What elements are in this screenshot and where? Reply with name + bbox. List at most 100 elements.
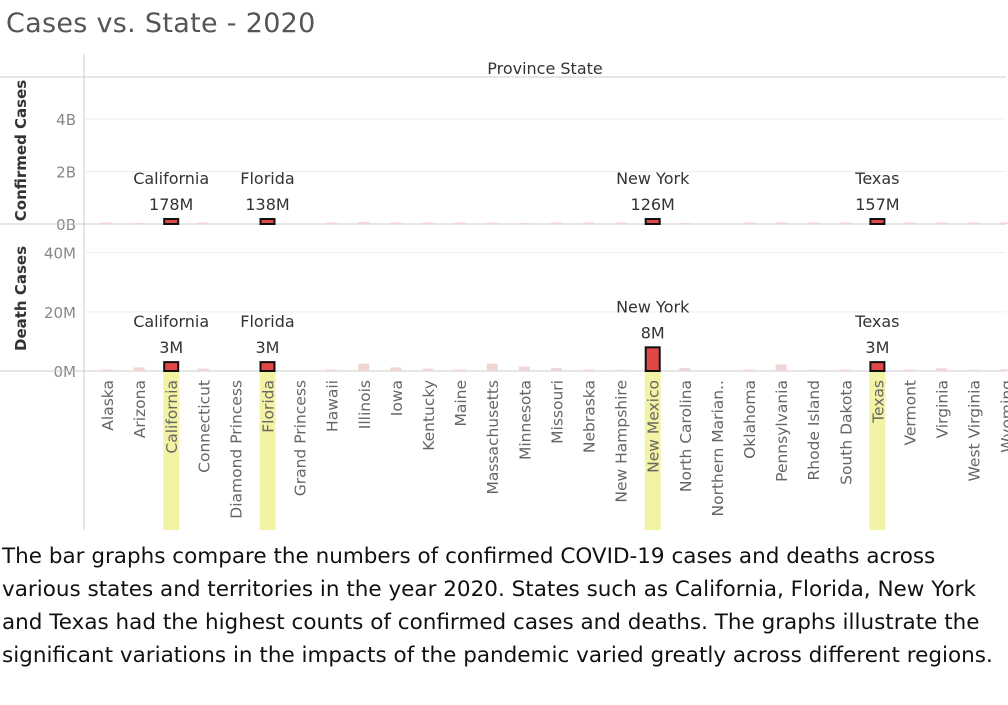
bar-texas xyxy=(869,361,886,372)
bar-maine xyxy=(454,222,466,224)
bar-rhode-island xyxy=(807,222,819,224)
y-tick-label: 0M xyxy=(54,363,77,381)
bar-connecticut xyxy=(197,222,209,224)
y-tick-label: 40M xyxy=(44,245,76,263)
chart-caption: The bar graphs compare the numbers of co… xyxy=(2,544,993,668)
bar-hawaii xyxy=(326,369,338,371)
bar-north-carolina xyxy=(679,222,691,224)
data-label-value: 138M xyxy=(245,195,289,214)
bar-california xyxy=(163,218,180,225)
data-label-name: New York xyxy=(616,169,690,188)
y-axis-title: Confirmed Cases xyxy=(12,80,30,222)
x-tick-label: Hawaii xyxy=(324,380,342,432)
bar-vermont xyxy=(904,369,915,371)
highlight-band xyxy=(259,370,276,530)
x-tick-label: Arizona xyxy=(131,380,149,438)
x-tick-label: Virginia xyxy=(934,380,952,438)
bar-new-hampshire xyxy=(615,222,627,224)
x-tick-label: Illinois xyxy=(356,380,374,429)
bar-arizona xyxy=(133,222,145,224)
bar-south-dakota xyxy=(839,369,851,371)
bar-vermont xyxy=(904,222,915,224)
x-tick-label: North Carolina xyxy=(677,380,695,492)
x-tick-label: Oklahoma xyxy=(741,380,759,459)
bar-oklahoma xyxy=(743,369,755,371)
x-tick-label: Missouri xyxy=(548,380,566,444)
x-tick-label: Florida xyxy=(260,380,278,433)
bar-alaska xyxy=(101,369,113,371)
bar-alaska xyxy=(101,222,113,224)
highlight-band xyxy=(163,370,180,530)
x-tick-label: Maine xyxy=(452,380,470,427)
y-tick-label: 4B xyxy=(56,111,76,129)
y-tick-label: 20M xyxy=(44,304,76,322)
bar-texas xyxy=(869,218,886,225)
bar-oklahoma xyxy=(743,222,755,224)
bar-florida xyxy=(259,218,276,225)
bar-maine xyxy=(454,369,466,371)
data-label-name: Florida xyxy=(240,169,294,188)
x-tick-label: Wyoming xyxy=(998,380,1008,453)
data-label-name: Texas xyxy=(854,169,899,188)
data-label-value: 3M xyxy=(256,338,280,357)
bar-iowa xyxy=(390,222,402,224)
y-tick-label: 2B xyxy=(56,164,76,182)
x-tick-label: Alaska xyxy=(99,380,117,431)
bar-missouri xyxy=(550,368,562,371)
bar-new-hampshire xyxy=(615,369,627,371)
bar-connecticut xyxy=(197,368,209,371)
x-tick-label: Minnesota xyxy=(516,380,534,460)
data-label-value: 8M xyxy=(641,323,665,342)
bar-nebraska xyxy=(583,369,594,371)
bar-iowa xyxy=(390,367,402,371)
bar-new-mexico xyxy=(644,218,661,225)
bar-virginia xyxy=(936,368,948,371)
bar-florida xyxy=(259,361,276,372)
data-label-value: 3M xyxy=(865,338,889,357)
data-label-name: Florida xyxy=(240,312,294,331)
y-axis-title: Death Cases xyxy=(12,246,30,351)
data-label-value: 3M xyxy=(159,338,183,357)
x-tick-label: Diamond Princess xyxy=(227,380,245,519)
bar-kentucky xyxy=(422,368,434,371)
data-label-value: 178M xyxy=(149,195,193,214)
chart-area: Province State 0B 2B 4B Confirmed Cases Calif… xyxy=(0,54,1008,530)
x-tick-label: Kentucky xyxy=(420,380,438,451)
bar-illinois xyxy=(358,363,370,371)
bar-hawaii xyxy=(326,222,338,224)
x-tick-label: Pennsylvania xyxy=(773,380,791,482)
bar-minnesota xyxy=(518,222,530,224)
bar-wyoming xyxy=(1000,369,1008,371)
bar-west-virginia xyxy=(968,222,980,224)
data-label-value: 126M xyxy=(631,195,675,214)
x-tick-label: Grand Princess xyxy=(292,380,310,496)
data-label-name: Texas xyxy=(854,312,899,331)
bar-massachusetts xyxy=(486,222,498,224)
x-tick-label: Iowa xyxy=(388,380,406,416)
highlight-band xyxy=(869,370,886,530)
bar-pennsylvania xyxy=(775,222,787,224)
bar-wyoming xyxy=(1000,222,1008,224)
bar-pennsylvania xyxy=(775,364,787,371)
x-tick-label: Northern Marian.. xyxy=(709,380,727,516)
bar-south-dakota xyxy=(839,222,851,224)
data-label-name: California xyxy=(133,312,209,331)
x-tick-label: West Virginia xyxy=(966,380,984,481)
column-header: Province State xyxy=(487,59,603,78)
data-label-name: California xyxy=(133,169,209,188)
bar-massachusetts xyxy=(486,363,498,371)
bar-arizona xyxy=(133,367,145,371)
bar-minnesota xyxy=(518,366,530,371)
x-tick-label: New Mexico xyxy=(645,380,663,473)
bar-new-mexico xyxy=(644,346,661,373)
x-tick-label: Rhode Island xyxy=(805,380,823,481)
bar-nebraska xyxy=(583,222,594,224)
x-tick-label: Connecticut xyxy=(195,380,213,473)
x-tick-label: Massachusetts xyxy=(484,380,502,495)
chart-title: Cases vs. State - 2020 xyxy=(6,8,316,39)
y-tick-label: 0B xyxy=(56,216,76,234)
x-tick-label: New Hampshire xyxy=(613,380,631,503)
bar-missouri xyxy=(550,222,562,224)
data-label-value: 157M xyxy=(855,195,899,214)
bar-kentucky xyxy=(422,222,434,224)
